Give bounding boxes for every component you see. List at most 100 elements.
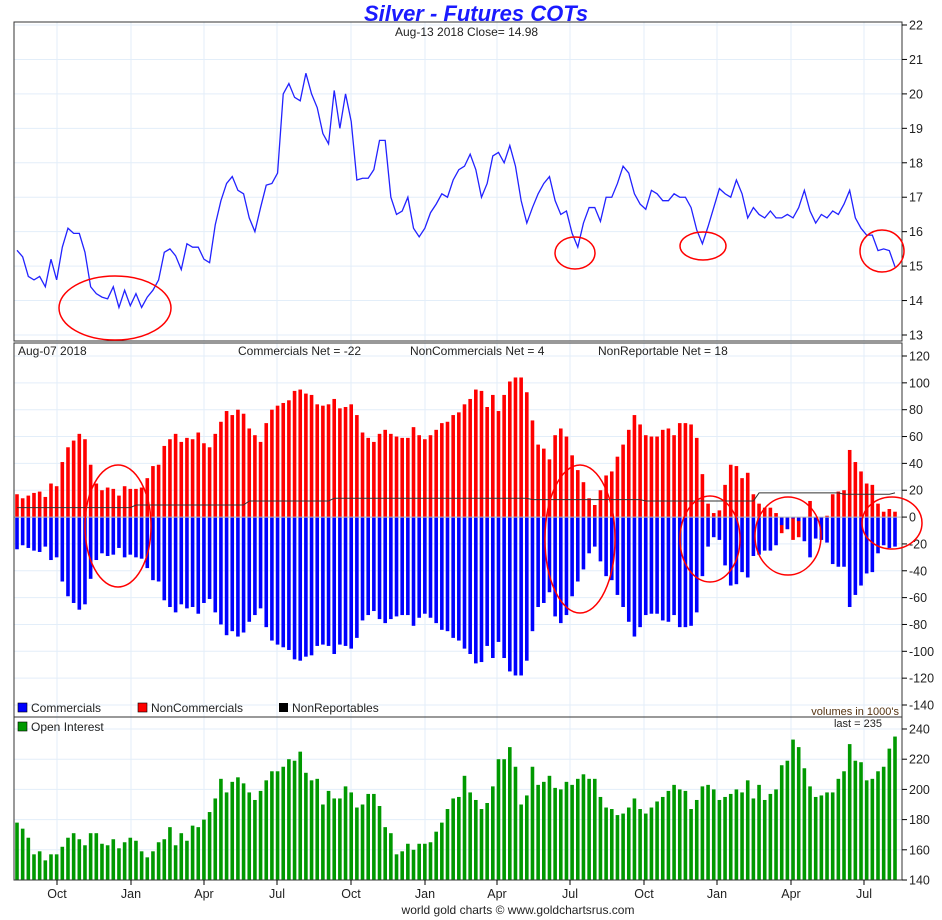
open-interest-bar — [836, 778, 841, 880]
commercials-bar — [893, 517, 897, 547]
noncommercials-bar — [536, 444, 540, 518]
commercials-bar — [558, 517, 563, 624]
commercials-bar — [145, 517, 150, 569]
open-interest-bar — [423, 843, 427, 880]
open-interest-bar — [570, 784, 574, 880]
y-tick-label: 200 — [909, 783, 930, 797]
noncommercials-bar — [762, 507, 767, 518]
noncommercials-bar — [740, 478, 744, 518]
noncommercials-bar — [530, 420, 535, 518]
noncommercials-bar — [570, 455, 574, 518]
commercials-bar — [677, 517, 682, 628]
commercials-bar — [230, 517, 235, 632]
commercials-bar — [485, 517, 489, 646]
legend-swatch-commercials — [17, 702, 28, 713]
commercials-bar — [236, 517, 240, 637]
commercials-bar — [779, 517, 784, 526]
noncommercials-bar — [247, 428, 252, 518]
x-tick-label: Apr — [194, 887, 213, 901]
x-tick-label: Jul — [562, 887, 578, 901]
open-interest-bar — [587, 778, 591, 880]
open-interest-bar — [502, 759, 506, 880]
y-tick-label: -120 — [909, 672, 934, 686]
noncommercials-bar — [168, 439, 172, 518]
noncommercials-bar — [615, 456, 620, 518]
noncommercials-bar — [315, 404, 320, 518]
noncommercials-bar — [15, 494, 19, 518]
y-tick-label: -100 — [909, 645, 934, 659]
open-interest-bar — [575, 778, 580, 880]
noncommercials-bar — [876, 503, 880, 518]
open-interest-bar — [672, 784, 676, 880]
open-interest-bar — [190, 825, 195, 880]
open-interest-bar — [842, 771, 846, 880]
noncommercials-bar — [887, 509, 892, 518]
commercials-bar — [332, 517, 337, 654]
commercials-bar — [734, 517, 739, 585]
commercials-bar — [258, 517, 263, 609]
noncommercials-bar — [366, 437, 370, 518]
y-tick-label: 17 — [909, 191, 923, 205]
commercials-bar — [173, 517, 178, 613]
commercials-bar — [434, 517, 438, 624]
noncommercials-bar — [60, 462, 65, 518]
commercials-bar — [660, 517, 665, 621]
open-interest-bar — [349, 792, 354, 880]
open-interest-bar — [700, 786, 705, 880]
commercials-bar — [360, 517, 365, 621]
open-interest-bar — [706, 784, 710, 880]
open-interest-bar — [366, 793, 370, 880]
commercials-bar — [122, 517, 127, 558]
open-interest-bar — [241, 783, 246, 880]
commercials-bar — [870, 517, 875, 573]
commercials-bar — [253, 517, 257, 616]
open-interest-bar — [615, 815, 620, 880]
commercials-bar — [819, 517, 824, 540]
commercials-bar — [315, 517, 320, 646]
commercials-bar — [502, 517, 506, 659]
noncommercials-bar — [224, 411, 229, 518]
open-interest-bar — [474, 799, 478, 880]
noncommercials-bar — [853, 462, 858, 518]
open-interest-bar — [428, 842, 433, 880]
commercials-bar — [491, 517, 495, 659]
open-interest-bar — [525, 795, 529, 880]
open-interest-bar — [196, 827, 201, 880]
chart-title: Silver - Futures COTs — [364, 1, 588, 26]
commercials-bar — [309, 517, 314, 656]
commercials-bar — [853, 517, 858, 595]
noncommercials-bar — [54, 486, 59, 518]
commercials-bar — [508, 517, 512, 672]
x-tick-label: Oct — [47, 887, 67, 901]
open-interest-bar — [377, 806, 382, 880]
noncommercials-bar — [264, 423, 269, 518]
noncommercials-bar — [474, 389, 478, 518]
y-tick-label: -80 — [909, 618, 927, 632]
nonreportables-line — [17, 492, 896, 509]
noncommercials-bar — [298, 389, 303, 518]
open-interest-bar — [202, 819, 206, 880]
open-interest-bar — [751, 798, 756, 880]
commercials-bar — [762, 517, 767, 551]
open-interest-bar — [887, 748, 892, 880]
noncommercials-bar — [400, 437, 404, 518]
commercials-bar — [292, 517, 297, 660]
open-interest-bar — [796, 747, 801, 880]
commercials-bar — [830, 517, 835, 565]
commercials-bar — [711, 517, 716, 538]
open-interest-bar — [558, 789, 563, 880]
noncommercials-bar — [360, 432, 365, 518]
commercials-bar — [372, 517, 376, 612]
commercials-bar — [683, 517, 688, 628]
y-tick-label: -40 — [909, 564, 927, 578]
open-interest-bar — [553, 787, 557, 880]
open-interest-bar — [564, 781, 569, 880]
open-interest-bar — [389, 833, 393, 880]
annotation-circle — [859, 229, 905, 273]
noncommercials-bar — [694, 437, 699, 518]
noncommercials-bar — [111, 488, 116, 518]
open-interest-bar — [604, 807, 608, 880]
open-interest-bar — [411, 849, 416, 880]
open-interest-bar — [655, 801, 659, 880]
noncommercials-bar — [558, 428, 563, 518]
